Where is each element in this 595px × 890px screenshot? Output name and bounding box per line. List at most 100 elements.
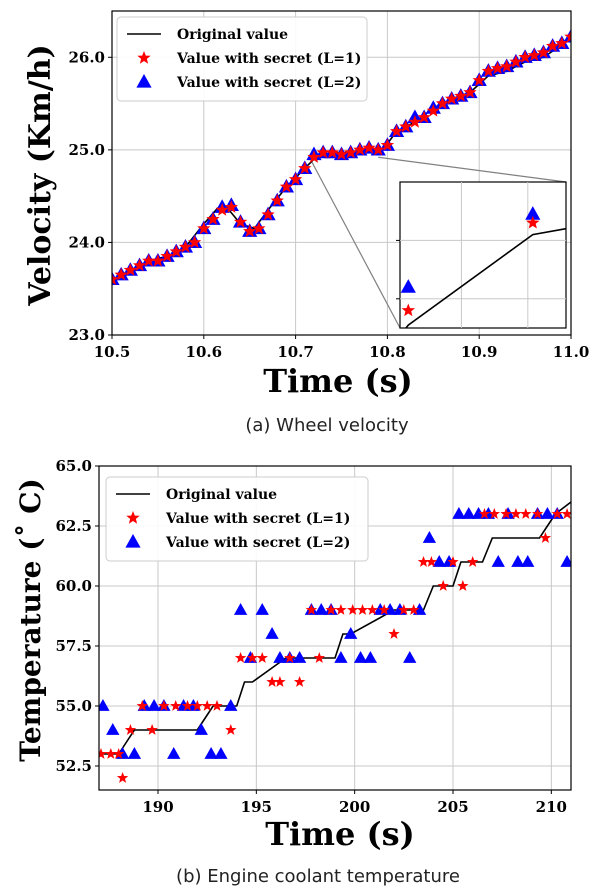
l1-marker	[305, 604, 318, 615]
l1-marker	[132, 258, 147, 272]
l1-marker	[344, 145, 358, 159]
inset-l1-marker	[401, 303, 415, 317]
legend-label: Original value	[166, 487, 277, 503]
l1-marker	[488, 508, 500, 519]
l2-marker	[292, 651, 307, 663]
x-tick-label: 210	[536, 798, 567, 816]
l1-marker	[224, 200, 238, 213]
l2-marker	[560, 555, 571, 567]
l1-marker	[243, 224, 257, 237]
y-tick-label: 25.0	[68, 141, 105, 159]
l1-marker	[417, 556, 430, 567]
zoom-connector	[308, 156, 401, 329]
l2-marker	[422, 531, 437, 543]
l1-marker	[520, 508, 532, 519]
inset-zoom	[396, 181, 567, 329]
l1-marker	[380, 138, 395, 151]
l2-marker	[147, 699, 161, 711]
l1-marker	[142, 253, 156, 267]
l2-marker	[273, 651, 287, 663]
l2-marker	[462, 507, 476, 519]
l1-marker	[256, 652, 268, 663]
plot-frame	[111, 10, 572, 336]
l1-marker	[313, 652, 325, 663]
legend-box	[116, 16, 368, 102]
legend-triangle-swatch	[136, 74, 152, 88]
l1-marker	[399, 119, 413, 133]
x-tick-labels: 190 195 200 205 210	[142, 798, 567, 816]
l2-marker	[432, 555, 446, 567]
x-tick-label: 10.6	[186, 343, 223, 361]
l1-marker	[178, 240, 193, 253]
l1-marker	[347, 604, 359, 615]
l1-marker	[169, 244, 183, 258]
y-tick-label: 65.0	[55, 457, 92, 475]
l2-marker	[334, 651, 348, 663]
l2-marker	[167, 747, 181, 759]
l1-marker	[353, 142, 367, 156]
l1-marker	[561, 508, 571, 519]
l2-marker	[491, 555, 505, 567]
y-tick-label: 60.0	[55, 577, 92, 595]
l1-marker	[389, 124, 404, 137]
legend-label: Value with secret (L=1)	[165, 511, 350, 527]
l1-marker	[288, 172, 303, 186]
x-tick-label: 10.8	[369, 343, 406, 361]
l1-marker	[539, 532, 552, 543]
l1-marker	[298, 161, 312, 174]
chart-engine-coolant-temperature: 190 195 200 205 210 52.5 55.0 57.5 60.0 62.5 65.0…	[14, 457, 572, 887]
l1-marker	[325, 145, 339, 159]
inset-original-line	[404, 227, 566, 328]
x-axis-label: Time (s)	[265, 815, 415, 853]
l1-marker	[136, 700, 148, 711]
l1-marker	[123, 263, 137, 276]
l1-marker	[509, 54, 523, 68]
l2-marker	[214, 747, 228, 759]
inset-frame	[399, 181, 567, 329]
l1-marker	[388, 628, 400, 639]
l1-marker	[234, 652, 247, 663]
l1-marker	[490, 61, 505, 75]
l1-marker	[246, 652, 259, 663]
caption-b: (b) Engine coolant temperature	[176, 866, 460, 887]
x-tick-label: 10.7	[277, 343, 314, 361]
l1-marker	[527, 48, 541, 62]
l2-marker	[314, 603, 328, 615]
l1-marker	[335, 604, 347, 615]
l2-marker	[265, 627, 279, 639]
l1-marker	[371, 142, 385, 156]
l2-marker	[99, 699, 110, 711]
l1-marker	[518, 50, 532, 63]
legend-label: Value with secret (L=2)	[165, 535, 350, 551]
l2-marker	[106, 723, 120, 735]
l1-marker	[225, 724, 237, 735]
l1-marker	[445, 91, 459, 105]
l2-marker	[204, 747, 218, 759]
l1-marker	[467, 556, 479, 567]
legend-triangle-swatch	[125, 534, 141, 548]
l2-marker	[403, 651, 417, 663]
legend-star-swatch	[126, 511, 140, 524]
l2-marker	[224, 699, 238, 711]
original-value-line	[99, 501, 571, 755]
l1-marker	[425, 556, 438, 567]
l1-marker	[116, 772, 129, 783]
legend-label: Value with secret (L=1)	[176, 51, 361, 67]
l1-marker	[472, 73, 486, 87]
l2-marker	[353, 651, 368, 663]
l1-marker	[279, 179, 294, 193]
x-tick-label: 205	[437, 798, 468, 816]
l2-marker	[194, 723, 208, 735]
inset-l2-marker	[525, 206, 541, 220]
l1-marker	[454, 89, 468, 102]
l1-marker	[206, 212, 220, 225]
l1-marker	[201, 700, 213, 711]
zoom-connector-lines	[308, 156, 567, 329]
l1-marker	[188, 235, 202, 249]
l1-marker	[555, 36, 569, 50]
legend: Original value Value with secret (L=1) Val…	[116, 16, 368, 102]
legend-box	[105, 476, 369, 562]
l1-marker	[408, 604, 420, 615]
l1-marker	[435, 96, 450, 110]
